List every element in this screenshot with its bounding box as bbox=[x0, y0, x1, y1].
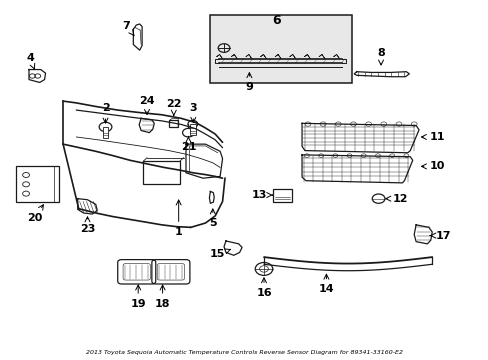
Text: 12: 12 bbox=[385, 194, 407, 204]
Bar bbox=[189, 125, 195, 135]
Bar bbox=[272, 189, 292, 202]
Text: 17: 17 bbox=[429, 231, 450, 240]
Text: 14: 14 bbox=[318, 274, 333, 294]
Text: 2: 2 bbox=[102, 103, 109, 123]
Text: 23: 23 bbox=[80, 217, 95, 234]
Text: 22: 22 bbox=[166, 99, 181, 115]
Text: 9: 9 bbox=[245, 73, 253, 92]
Bar bbox=[143, 161, 179, 184]
Text: 4: 4 bbox=[26, 53, 35, 69]
Text: 19: 19 bbox=[130, 285, 146, 309]
Bar bbox=[210, 15, 351, 83]
Text: 1: 1 bbox=[174, 200, 182, 237]
Text: 6: 6 bbox=[271, 14, 280, 27]
Text: 18: 18 bbox=[155, 285, 170, 309]
Text: 3: 3 bbox=[189, 103, 197, 122]
Text: 5: 5 bbox=[208, 209, 216, 228]
Text: 13: 13 bbox=[251, 190, 272, 200]
Bar bbox=[16, 166, 59, 202]
Text: 15: 15 bbox=[209, 249, 230, 259]
Text: 10: 10 bbox=[421, 161, 444, 171]
Text: 8: 8 bbox=[376, 48, 384, 65]
Text: 7: 7 bbox=[122, 21, 134, 36]
Text: 21: 21 bbox=[180, 136, 196, 152]
Text: 11: 11 bbox=[421, 132, 444, 142]
Bar bbox=[169, 121, 178, 127]
Bar bbox=[102, 127, 108, 138]
Text: 20: 20 bbox=[27, 205, 43, 222]
Text: 24: 24 bbox=[139, 96, 155, 114]
Text: 16: 16 bbox=[256, 278, 271, 298]
Text: 2013 Toyota Sequoia Automatic Temperature Controls Reverse Sensor Diagram for 89: 2013 Toyota Sequoia Automatic Temperatur… bbox=[86, 350, 402, 355]
